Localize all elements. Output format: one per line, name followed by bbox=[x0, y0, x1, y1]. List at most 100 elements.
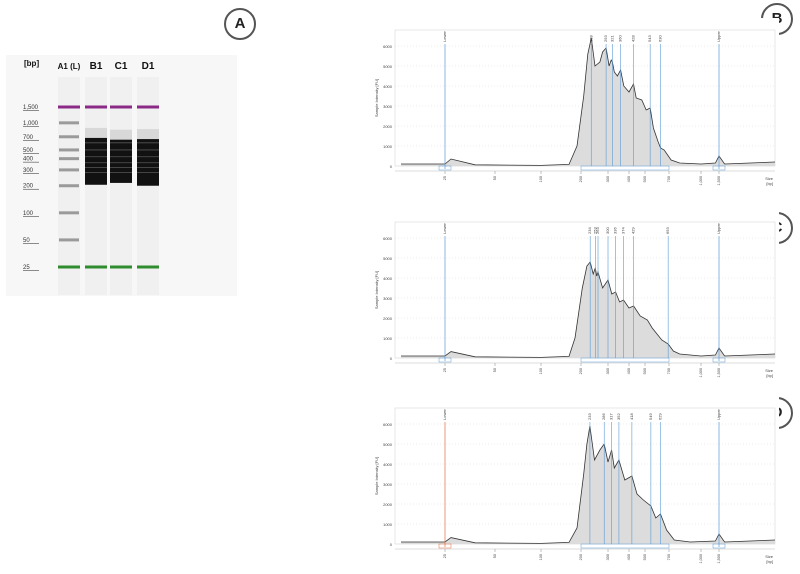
electropherogram-d: 0 1000 2000 3000 4000 5000 6000 Sample Intensit… bbox=[371, 396, 779, 568]
x-tick-label: 700 bbox=[667, 176, 671, 182]
x-axis-unit: [bp] bbox=[766, 181, 773, 186]
x-tick-label: 25 bbox=[443, 554, 447, 558]
x-tick-label: 1,500 bbox=[717, 176, 721, 186]
y-axis-label: Sample Intensity [FU] bbox=[374, 271, 379, 309]
gel-ladder-size-label: 700 bbox=[23, 135, 34, 141]
y-tick-label: 2000 bbox=[383, 502, 393, 507]
y-tick-label: 0 bbox=[390, 356, 393, 361]
y-tick-label: 0 bbox=[390, 164, 393, 169]
y-tick-label: 2000 bbox=[383, 124, 393, 129]
gel-upper-marker-band bbox=[110, 105, 132, 109]
gel-lower-marker-band bbox=[85, 265, 107, 269]
gel-lane-label: D1 bbox=[142, 61, 155, 72]
marker-lower-label: Lower bbox=[442, 408, 447, 420]
y-axis-label: Sample Intensity [FU] bbox=[374, 79, 379, 117]
peak-label: 300 bbox=[605, 227, 610, 234]
x-tick-label: 500 bbox=[643, 368, 647, 374]
y-tick-label: 3000 bbox=[383, 104, 393, 109]
y-tick-label: 6000 bbox=[383, 44, 393, 49]
x-tick-label: 1,000 bbox=[699, 368, 703, 378]
peak-label: 238 bbox=[588, 35, 593, 42]
electropherogram-b-plot: 0 1000 2000 3000 4000 5000 6000 Sample Intensit… bbox=[374, 29, 776, 186]
gel-sample-smear bbox=[85, 137, 107, 185]
gel-ladder-size-label: 25 bbox=[23, 265, 30, 271]
gel-ladder-band bbox=[59, 148, 79, 152]
gel-panel: [bp] A1 (L) B1 C1 D1 1,500 1,000 700 500 400 300 20… bbox=[6, 55, 237, 296]
y-tick-label: 3000 bbox=[383, 296, 393, 301]
peak-label: 286 bbox=[601, 413, 606, 420]
gel-ladder-size-label: 50 bbox=[23, 238, 30, 244]
y-tick-label: 4000 bbox=[383, 276, 393, 281]
gel-lane bbox=[110, 77, 132, 295]
gel-ladder-band bbox=[59, 184, 79, 188]
y-tick-label: 5000 bbox=[383, 64, 393, 69]
x-tick-label: 50 bbox=[493, 176, 497, 180]
marker-upper-range bbox=[712, 357, 726, 363]
peak-label: 374 bbox=[621, 227, 626, 234]
peak-label: 321 bbox=[609, 35, 614, 42]
x-axis-label: Size bbox=[765, 554, 774, 559]
trace-line bbox=[401, 425, 776, 544]
y-tick-label: 3000 bbox=[383, 482, 393, 487]
smear-region-bracket bbox=[580, 357, 670, 363]
gel-lane bbox=[85, 77, 107, 295]
peak-label: 629 bbox=[657, 413, 662, 420]
marker-lower-label: Lower bbox=[442, 222, 447, 234]
gel-ladder-size-label: 500 bbox=[23, 148, 34, 154]
gel-smear-haze bbox=[85, 127, 107, 138]
x-tick-label: 1,000 bbox=[699, 176, 703, 186]
peak-label: 253 bbox=[592, 227, 597, 234]
trace-fill bbox=[401, 426, 775, 544]
y-tick-label: 2000 bbox=[383, 316, 393, 321]
marker-lower-range bbox=[438, 357, 452, 363]
x-tick-label: 100 bbox=[539, 176, 543, 182]
peak-label: 352 bbox=[616, 413, 621, 420]
x-tick-label: 500 bbox=[643, 176, 647, 182]
gel-ladder-band bbox=[59, 211, 79, 215]
y-tick-label: 5000 bbox=[383, 442, 393, 447]
gel-ladder-size-label: 100 bbox=[23, 211, 34, 217]
y-tick-label: 4000 bbox=[383, 462, 393, 467]
x-tick-label: 1,500 bbox=[717, 554, 721, 564]
y-tick-label: 0 bbox=[390, 542, 393, 547]
gel-ladder-size-label: 300 bbox=[23, 168, 34, 174]
x-tick-label: 300 bbox=[606, 554, 610, 560]
gel-upper-marker-band bbox=[58, 105, 80, 109]
peak-label: 360 bbox=[618, 35, 623, 42]
gel-lane bbox=[137, 77, 159, 295]
x-tick-label: 25 bbox=[443, 176, 447, 180]
x-tick-label: 1,500 bbox=[717, 368, 721, 378]
gel-lower-marker-band bbox=[110, 265, 132, 269]
x-tick-label: 200 bbox=[579, 554, 583, 560]
x-tick-label: 300 bbox=[606, 368, 610, 374]
peak-label: 233 bbox=[587, 413, 592, 420]
marker-lower-range bbox=[438, 165, 452, 171]
x-tick-label: 400 bbox=[627, 368, 631, 374]
gel-lane-label: C1 bbox=[115, 61, 128, 72]
x-tick-label: 400 bbox=[627, 554, 631, 560]
gel-ladder-size-label: 1,500 bbox=[23, 105, 39, 111]
gel-ladder-size-label: 200 bbox=[23, 184, 34, 190]
x-tick-label: 200 bbox=[579, 176, 583, 182]
y-tick-label: 1000 bbox=[383, 336, 393, 341]
peak-label: 317 bbox=[609, 413, 614, 420]
y-tick-label: 5000 bbox=[383, 256, 393, 261]
x-tick-label: 1,000 bbox=[699, 554, 703, 564]
marker-upper-label: Upper bbox=[716, 30, 721, 42]
x-axis-label: Size bbox=[765, 368, 774, 373]
gel-unit-label: [bp] bbox=[24, 59, 39, 68]
peak-label: 630 bbox=[658, 35, 663, 42]
electropherogram-d-plot: 0 1000 2000 3000 4000 5000 6000 Sample Intensit… bbox=[374, 407, 776, 564]
peak-label: 234 bbox=[587, 227, 592, 234]
gel-image: [bp] A1 (L) B1 C1 D1 1,500 1,000 700 500 400 300 20… bbox=[23, 59, 159, 295]
electropherogram-c-plot: 0 1000 2000 3000 4000 5000 6000 Sample Intensit… bbox=[374, 221, 776, 378]
peak-label: 428 bbox=[630, 35, 635, 42]
y-tick-label: 4000 bbox=[383, 84, 393, 89]
x-tick-label: 50 bbox=[493, 554, 497, 558]
peak-label: 693 bbox=[665, 227, 670, 234]
marker-upper-range bbox=[712, 543, 726, 549]
x-tick-label: 500 bbox=[643, 554, 647, 560]
x-tick-label: 200 bbox=[579, 368, 583, 374]
smear-region-bracket bbox=[580, 543, 670, 549]
gel-lower-marker-band bbox=[137, 265, 159, 269]
